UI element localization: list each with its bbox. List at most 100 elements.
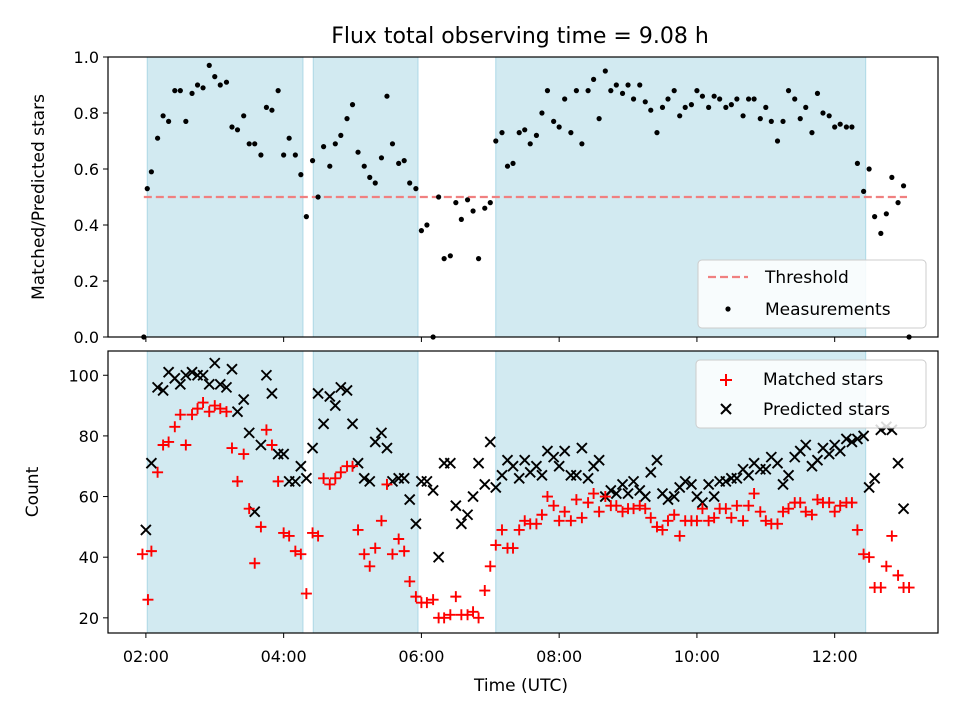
bottom-legend: Matched stars Predicted stars: [695, 359, 927, 429]
matched-star-point: [823, 497, 835, 509]
measurement-point: [263, 104, 270, 110]
matched-star-point: [324, 478, 336, 490]
matched-star-point: [462, 609, 474, 621]
matched-star-point: [255, 521, 267, 533]
observing-interval-band: [312, 350, 419, 634]
measurement-point: [596, 116, 602, 122]
predicted-star-point: [306, 442, 319, 454]
measurement-point: [206, 62, 212, 68]
predicted-star-point: [295, 460, 307, 472]
measurement-point: [458, 216, 464, 222]
measurement-point: [154, 135, 161, 141]
threshold-legend-label: Threshold: [764, 268, 849, 288]
matched-star-point: [467, 606, 479, 618]
predicted-star-point: [720, 475, 732, 488]
matched-star-point: [593, 506, 605, 518]
measurement-point: [671, 88, 677, 94]
matched-star-point: [289, 545, 301, 557]
measurement-point: [361, 163, 367, 169]
measurement-point: [895, 200, 901, 206]
matched-star-point: [300, 588, 312, 600]
predicted-star-point: [513, 472, 525, 485]
predicted-star-point: [530, 460, 543, 472]
predicted-star-point: [346, 418, 359, 430]
predicted-star-point: [679, 475, 691, 488]
predicted-star-point: [616, 478, 629, 491]
measurement-point: [814, 90, 821, 96]
predicted-star-point: [479, 478, 491, 491]
matched-star-point: [136, 548, 148, 560]
measurement-point: [745, 96, 752, 102]
predicted-star-point: [255, 439, 267, 451]
predicted-star-point: [324, 390, 336, 403]
matched-star-point: [404, 575, 416, 587]
bottom-panel-frame: [107, 350, 939, 634]
predicted-star-point: [226, 363, 238, 375]
matched-stars-points: [136, 397, 915, 624]
measurement-point: [699, 93, 706, 99]
measurement-point: [688, 102, 695, 108]
measurement-point: [144, 186, 150, 192]
measurement-point: [527, 141, 533, 147]
matched-star-point: [754, 506, 766, 518]
measurement-point: [751, 96, 757, 102]
predicted-star-point: [317, 418, 330, 430]
matched-star-point: [152, 466, 164, 478]
measurement-point: [562, 96, 568, 102]
measurement-point: [183, 118, 189, 124]
matched-star-point: [772, 518, 784, 530]
matched-star-point: [249, 557, 261, 569]
predicted-legend-marker: [720, 403, 732, 415]
predicted-star-point: [467, 490, 479, 503]
measurement-point: [148, 169, 154, 175]
matched-star-point: [582, 497, 594, 509]
predicted-star-point: [892, 457, 904, 469]
measurement-point: [177, 88, 183, 94]
matched-star-point: [163, 436, 175, 448]
matched-star-point: [645, 512, 657, 524]
predicted-star-point: [760, 463, 772, 475]
matched-star-point: [444, 609, 456, 621]
predicted-star-point: [507, 460, 519, 472]
predicted-star-point: [536, 469, 548, 481]
count-panel: 20 40 60 80 100 02:00 04:00 06:00 08:00 10:00 12:…: [23, 350, 939, 696]
matched-star-point: [875, 582, 887, 594]
measurement-point: [401, 158, 407, 164]
matched-star-point: [559, 506, 571, 518]
top-y-axis-ticks: 0.0 0.2 0.4 0.6 0.8 1.0: [74, 48, 108, 347]
matched-legend-marker: [720, 374, 732, 386]
matched-star-point: [484, 560, 496, 572]
measurement-point: [384, 93, 390, 99]
measurement-point: [837, 121, 843, 127]
matched-star-point: [450, 591, 462, 603]
measurement-point: [166, 118, 172, 124]
matched-star-point: [553, 515, 565, 527]
predicted-star-point: [277, 448, 290, 460]
matched-star-point: [243, 503, 255, 515]
matched-star-point: [369, 542, 381, 554]
measurement-point: [585, 88, 591, 94]
predicted-star-point: [696, 496, 709, 509]
matched-star-point: [691, 515, 703, 527]
predicted-star-point: [151, 381, 164, 394]
matched-star-point: [398, 545, 410, 557]
measurement-point: [849, 124, 855, 130]
measurement-point: [579, 141, 585, 147]
measurement-point: [396, 160, 402, 166]
measurement-points: [141, 62, 912, 340]
measurement-point: [229, 124, 235, 130]
measurement-point: [785, 88, 792, 94]
y-tick-label: 80: [79, 427, 99, 446]
matched-star-point: [283, 530, 295, 542]
x-tick-label: 06:00: [398, 647, 444, 666]
matched-star-point: [737, 515, 749, 527]
predicted-star-point: [627, 475, 640, 488]
matched-star-point: [760, 515, 772, 527]
matched-star-point: [180, 439, 192, 451]
predicted-star-point: [145, 457, 158, 469]
predicted-star-point: [238, 393, 250, 406]
predicted-star-point: [610, 487, 623, 500]
measurement-point: [504, 163, 511, 169]
predicted-star-point: [341, 384, 353, 397]
